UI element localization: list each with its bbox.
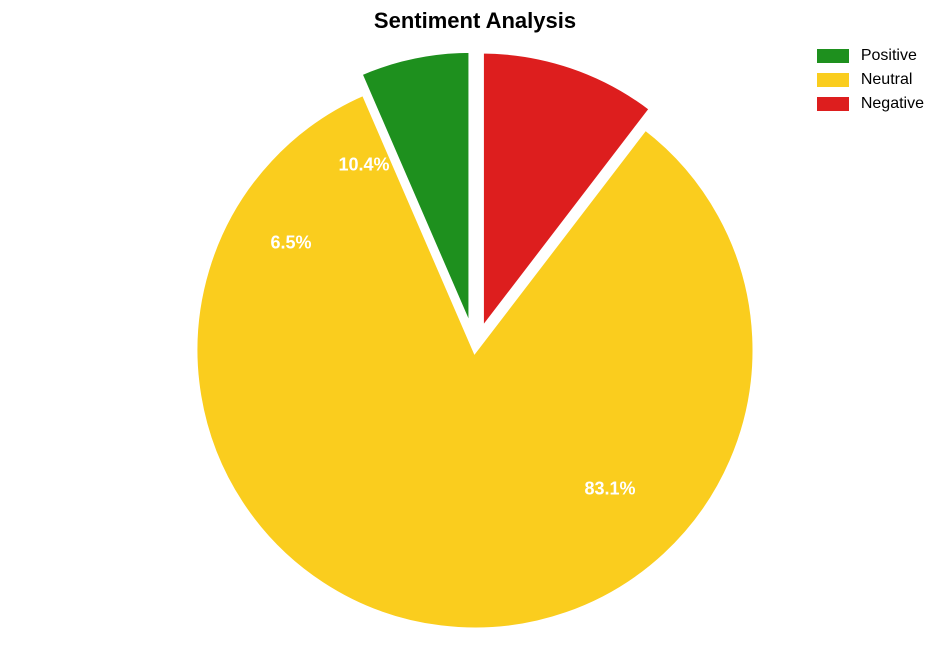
legend-swatch-negative xyxy=(817,97,849,111)
slice-label-positive: 6.5% xyxy=(270,233,311,254)
legend-item-negative: Negative xyxy=(817,95,924,113)
pie-slice-neutral xyxy=(195,93,755,630)
legend-label-positive: Positive xyxy=(861,47,917,65)
legend-label-neutral: Neutral xyxy=(861,71,913,89)
slice-label-negative: 10.4% xyxy=(338,155,389,176)
legend-item-neutral: Neutral xyxy=(817,71,924,89)
legend-swatch-positive xyxy=(817,49,849,63)
slice-label-neutral: 83.1% xyxy=(584,479,635,500)
legend-item-positive: Positive xyxy=(817,47,924,65)
legend: Positive Neutral Negative xyxy=(817,47,924,119)
sentiment-pie-chart: Sentiment Analysis 10.4%83.1%6.5% Positi… xyxy=(0,0,950,662)
legend-label-negative: Negative xyxy=(861,95,924,113)
pie-svg xyxy=(0,0,950,662)
legend-swatch-neutral xyxy=(817,73,849,87)
